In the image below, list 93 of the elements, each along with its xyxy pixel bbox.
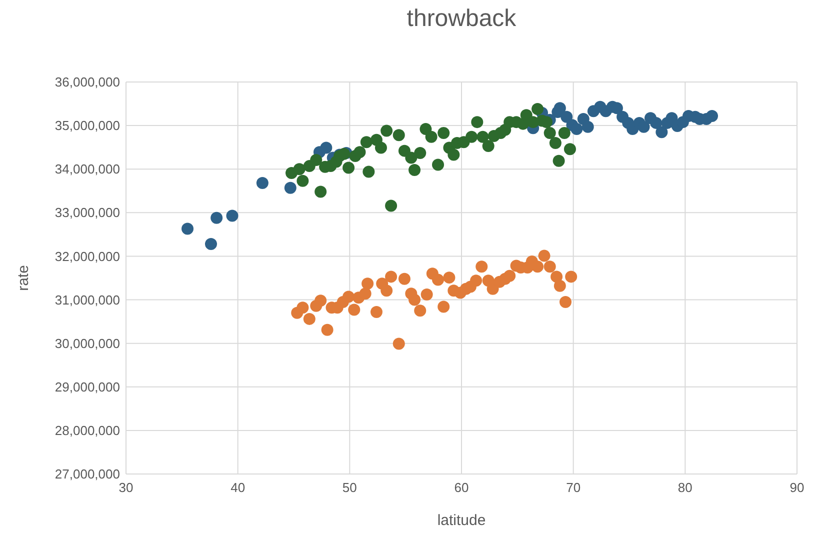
point — [706, 110, 718, 122]
x-tick-label: 80 — [678, 480, 692, 495]
point — [532, 103, 544, 115]
point — [408, 294, 421, 306]
point — [354, 146, 366, 158]
point — [552, 154, 565, 167]
point — [470, 274, 482, 287]
point — [538, 250, 550, 262]
point — [210, 212, 223, 224]
point — [432, 158, 444, 171]
point — [558, 126, 570, 139]
point — [284, 182, 296, 194]
y-axis-title: rate — [15, 265, 32, 291]
point — [342, 290, 355, 303]
point — [296, 302, 309, 314]
point — [374, 142, 387, 154]
point — [560, 296, 572, 308]
point — [570, 123, 583, 136]
point — [392, 338, 405, 350]
x-tick-label: 40 — [230, 480, 246, 495]
point — [582, 120, 594, 133]
point — [408, 164, 421, 176]
y-tick-label: 33,000,000 — [54, 205, 120, 220]
point — [310, 154, 322, 166]
point — [544, 260, 556, 273]
point — [314, 294, 327, 307]
point — [385, 270, 398, 283]
point — [532, 260, 544, 273]
y-tick-label: 29,000,000 — [54, 379, 120, 394]
point — [182, 222, 194, 235]
point — [476, 130, 489, 143]
point — [204, 238, 217, 250]
point — [414, 304, 426, 317]
point — [385, 200, 398, 212]
x-axis-title: latitude — [437, 512, 486, 529]
y-tick-label: 34,000,000 — [54, 162, 120, 177]
point — [226, 210, 238, 222]
point — [638, 120, 650, 133]
point — [550, 270, 563, 283]
point — [549, 136, 562, 149]
point — [398, 272, 410, 285]
point — [296, 174, 309, 187]
point — [303, 312, 316, 325]
y-tick-label: 27,000,000 — [54, 466, 120, 482]
x-tick-label: 60 — [454, 480, 469, 495]
point — [432, 274, 444, 286]
point — [520, 109, 532, 122]
y-tick-label: 36,000,000 — [54, 74, 120, 90]
point — [405, 152, 418, 164]
point — [380, 284, 393, 297]
y-tick-label: 28,000,000 — [54, 422, 120, 438]
point — [342, 162, 355, 174]
point — [650, 116, 662, 129]
point — [348, 304, 360, 316]
y-tick-label: 30,000,000 — [54, 336, 120, 351]
chart-title: throwback — [406, 5, 518, 32]
point — [362, 166, 375, 178]
point — [370, 306, 383, 318]
point — [359, 288, 372, 300]
x-tick-label: 50 — [342, 480, 357, 495]
point — [544, 126, 556, 139]
point — [256, 177, 268, 190]
point — [476, 260, 488, 273]
point — [438, 126, 450, 139]
point — [565, 270, 578, 283]
point — [360, 136, 372, 148]
point — [443, 272, 456, 284]
point — [414, 147, 426, 159]
y-tick-label: 35,000,000 — [54, 118, 120, 134]
point — [448, 148, 460, 161]
point — [466, 130, 478, 143]
point — [564, 143, 576, 156]
x-tick-label: 30 — [118, 480, 134, 495]
point — [504, 270, 516, 282]
point — [560, 110, 573, 123]
point — [321, 324, 334, 336]
point — [656, 126, 668, 138]
point — [554, 280, 566, 292]
point — [482, 140, 494, 152]
point — [392, 129, 405, 142]
point — [471, 116, 484, 128]
x-tick-label: 70 — [566, 480, 581, 495]
point — [314, 186, 327, 198]
point — [293, 163, 306, 176]
point — [362, 278, 374, 290]
point — [380, 124, 393, 137]
y-tick-label: 31,000,000 — [54, 292, 120, 308]
point — [438, 300, 450, 313]
x-tick-label: 90 — [790, 480, 804, 495]
point — [420, 288, 433, 301]
point — [320, 142, 332, 154]
point — [425, 130, 438, 143]
y-tick-label: 32,000,000 — [54, 248, 120, 264]
